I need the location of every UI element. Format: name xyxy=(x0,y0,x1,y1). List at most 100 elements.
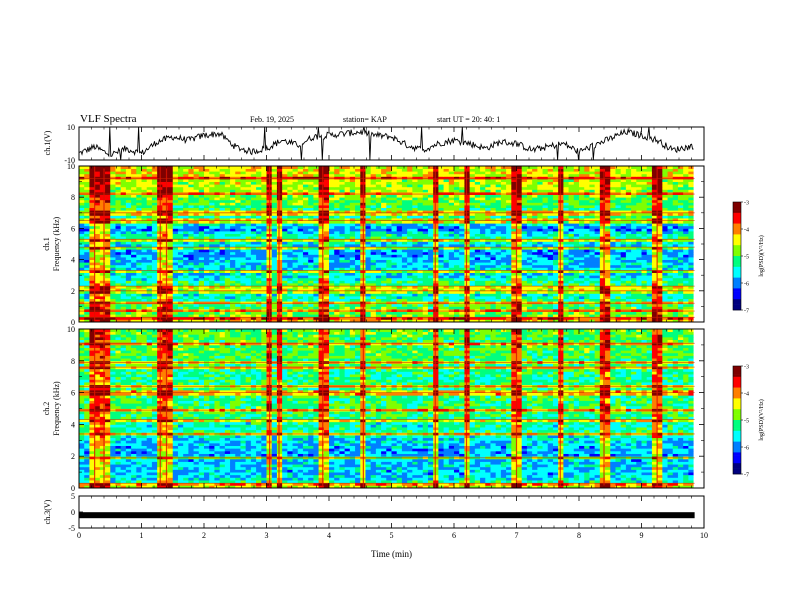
spectrogram-cell xyxy=(177,220,184,224)
spectrogram-cell xyxy=(313,236,319,240)
spectrogram-cell xyxy=(271,316,278,320)
spectrogram-cell xyxy=(422,316,429,320)
spectrogram-cell xyxy=(240,277,247,281)
spectrogram-cell xyxy=(480,259,486,263)
spectrogram-cell xyxy=(526,290,533,294)
spectrogram-cell xyxy=(177,267,184,271)
spectrogram-cell xyxy=(370,272,377,276)
spectrogram-cell xyxy=(511,228,517,232)
spectrogram-cell xyxy=(79,259,85,263)
spectrogram-cell xyxy=(250,314,257,318)
spectrogram-cell xyxy=(521,251,528,255)
spectrogram-cell xyxy=(141,293,148,297)
spectrogram-cell xyxy=(375,283,382,286)
spectrogram-cell xyxy=(662,311,668,315)
spectrogram-cell xyxy=(396,277,403,281)
spectrogram-cell xyxy=(162,218,168,221)
spectrogram-cell xyxy=(224,254,231,258)
spectrogram-cell xyxy=(302,223,309,227)
spectrogram-cell xyxy=(214,238,221,242)
spectrogram-cell xyxy=(438,238,444,242)
spectrogram-cell xyxy=(667,277,674,281)
spectrogram-cell xyxy=(219,277,226,281)
spectrogram-cell xyxy=(584,293,590,297)
spectrogram-cell xyxy=(485,262,491,266)
spectrogram-cell xyxy=(261,270,267,273)
spectrogram-cell xyxy=(287,290,293,294)
spectrogram-cell xyxy=(365,280,372,284)
spectrogram-cell xyxy=(105,277,111,281)
spectrogram-cell xyxy=(256,254,262,258)
spectrogram-cell xyxy=(495,249,502,253)
spectrogram-cell xyxy=(151,306,158,310)
spectrogram-cell xyxy=(349,220,356,224)
spectrogram-cell xyxy=(417,228,424,232)
spectrogram-cell xyxy=(308,231,314,234)
spectrogram-cell xyxy=(521,254,528,258)
spectrogram-cell xyxy=(657,293,663,297)
spectrogram-cell xyxy=(469,296,476,299)
spectrogram-cell xyxy=(339,257,346,260)
spectrogram-cell xyxy=(204,254,210,258)
spectrogram-cell xyxy=(370,293,377,297)
spectrogram-cell xyxy=(297,303,304,307)
spectrogram-cell xyxy=(99,233,106,237)
spectrogram-cell xyxy=(474,244,481,247)
spectrogram-cell xyxy=(469,215,476,219)
spectrogram-cell xyxy=(552,285,559,289)
spectrogram-cell xyxy=(198,311,205,315)
spectrogram-cell xyxy=(459,288,465,292)
spectrogram-cell xyxy=(480,309,486,312)
spectrogram-cell xyxy=(552,259,559,263)
spectrogram-cell xyxy=(386,316,392,320)
spectrogram-cell xyxy=(683,298,689,302)
spectrogram-cell xyxy=(271,225,278,229)
spectrogram-cell xyxy=(79,262,85,266)
spectrogram-cell xyxy=(589,251,596,255)
spectrogram-cell xyxy=(407,283,413,286)
spectrogram-cell xyxy=(599,280,606,284)
spectrogram-cell xyxy=(454,306,460,310)
spectrogram-cell xyxy=(485,314,491,318)
spectrogram-cell xyxy=(412,303,418,307)
spectrogram-cell xyxy=(615,301,622,305)
spectrogram-cell xyxy=(297,218,304,221)
spectrogram-cell xyxy=(282,264,288,268)
spectrogram-cell xyxy=(422,238,429,242)
spectrogram-cell xyxy=(344,309,351,312)
spectrogram-cell xyxy=(401,259,408,263)
spectrogram-cell xyxy=(401,296,408,299)
spectrogram-cell xyxy=(438,262,444,266)
spectrogram-cell xyxy=(235,236,241,240)
spectrogram-cell xyxy=(375,233,382,237)
spectrogram-cell xyxy=(308,283,314,286)
spectrogram-cell xyxy=(610,238,616,242)
spectrogram-cell xyxy=(693,264,700,268)
spectrogram-cell xyxy=(651,238,658,242)
spectrogram-cell xyxy=(99,296,106,299)
spectrogram-cell xyxy=(381,272,387,276)
spectrogram-cell xyxy=(308,285,314,289)
spectrogram-cell xyxy=(568,311,575,315)
spectrogram-cell xyxy=(584,301,590,305)
spectrogram-cell xyxy=(250,303,257,307)
spectrogram-cell xyxy=(605,225,611,229)
spectrogram-cell xyxy=(292,293,299,297)
spectrogram-cell xyxy=(287,228,293,232)
spectrogram-cell xyxy=(120,254,127,258)
spectrogram-cell xyxy=(594,246,601,250)
spectrogram-cell xyxy=(329,275,335,279)
spectrogram-cell xyxy=(245,293,252,297)
spectrogram-cell xyxy=(79,309,85,312)
spectrogram-cell xyxy=(563,241,569,245)
spectrogram-cell xyxy=(500,301,507,305)
spectrogram-cell xyxy=(292,264,299,268)
spectrogram-cell xyxy=(131,290,137,294)
spectrogram-cell xyxy=(396,257,403,260)
spectrogram-cell xyxy=(282,236,288,240)
spectrogram-cell xyxy=(344,270,351,273)
spectrogram-cell xyxy=(407,259,413,263)
spectrogram-cell xyxy=(355,241,361,245)
spectrogram-cell xyxy=(151,254,158,258)
spectrogram-cell xyxy=(693,231,700,234)
